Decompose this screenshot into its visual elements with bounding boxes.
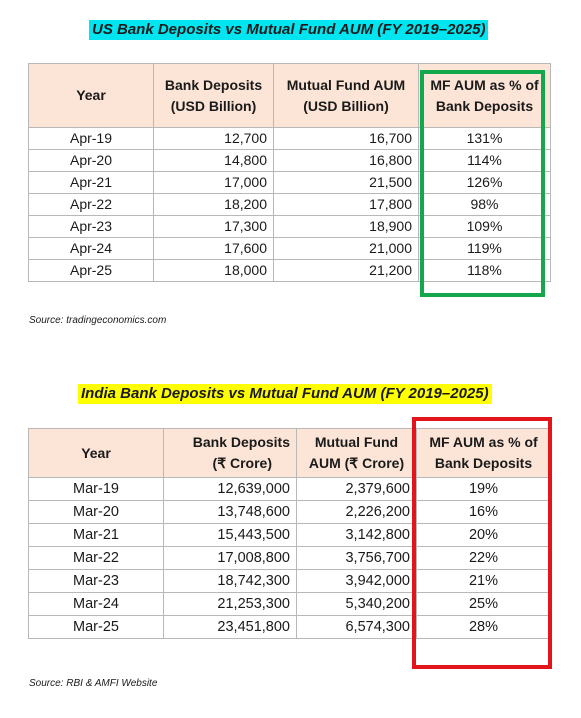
cell-mf-pct: 20% — [416, 523, 551, 547]
cell-mf-aum: 17,800 — [273, 193, 419, 216]
cell-bank-deposits: 14,800 — [153, 149, 274, 172]
cell-bank-deposits: 17,600 — [153, 237, 274, 260]
table-row: Apr-24 17,600 21,000 119% — [28, 237, 551, 260]
cell-year: Apr-19 — [28, 127, 154, 150]
cell-year: Apr-22 — [28, 193, 154, 216]
cell-mf-aum: 3,756,700 — [296, 546, 417, 570]
cell-year: Mar-21 — [28, 523, 164, 547]
cell-mf-aum: 21,200 — [273, 259, 419, 282]
table-header-row: Year Bank Deposits (USD Billion) Mutual F… — [28, 63, 551, 128]
cell-mf-aum: 6,574,300 — [296, 615, 417, 639]
cell-mf-pct: 28% — [416, 615, 551, 639]
table-row: Apr-23 17,300 18,900 109% — [28, 215, 551, 238]
cell-mf-aum: 3,942,000 — [296, 569, 417, 593]
table-row: Apr-25 18,000 21,200 118% — [28, 259, 551, 282]
table-row: Mar-22 17,008,800 3,756,700 22% — [28, 546, 551, 570]
cell-mf-aum: 21,500 — [273, 171, 419, 194]
us-source-note: Source: tradingeconomics.com — [29, 315, 167, 326]
cell-mf-aum: 21,000 — [273, 237, 419, 260]
cell-bank-deposits: 18,000 — [153, 259, 274, 282]
india-highlight-box — [412, 417, 552, 669]
cell-mf-pct: 19% — [416, 477, 551, 501]
cell-mf-pct: 131% — [418, 127, 551, 150]
cell-mf-pct: 109% — [418, 215, 551, 238]
india-deposits-table: Year Bank Deposits (₹ Crore) Mutual Fund A… — [28, 428, 551, 639]
table-row: Mar-23 18,742,300 3,942,000 21% — [28, 569, 551, 593]
cell-bank-deposits: 15,443,500 — [163, 523, 297, 547]
cell-mf-pct: 16% — [416, 500, 551, 524]
cell-bank-deposits: 13,748,600 — [163, 500, 297, 524]
india-table-title: India Bank Deposits vs Mutual Fund AUM (… — [78, 384, 492, 404]
cell-mf-pct: 22% — [416, 546, 551, 570]
cell-mf-pct: 118% — [418, 259, 551, 282]
india-source-note: Source: RBI & AMFI Website — [29, 678, 158, 689]
us-highlight-box — [420, 70, 545, 297]
cell-mf-aum: 18,900 — [273, 215, 419, 238]
cell-mf-aum: 5,340,200 — [296, 592, 417, 616]
cell-mf-aum: 3,142,800 — [296, 523, 417, 547]
header-mutual-fund-aum: Mutual Fund AUM (₹ Crore) — [296, 428, 417, 478]
table-row: Mar-20 13,748,600 2,226,200 16% — [28, 500, 551, 524]
cell-mf-aum: 2,379,600 — [296, 477, 417, 501]
header-year: Year — [28, 63, 154, 128]
cell-year: Mar-24 — [28, 592, 164, 616]
us-deposits-table: Year Bank Deposits (USD Billion) Mutual F… — [28, 63, 551, 282]
cell-mf-pct: 126% — [418, 171, 551, 194]
cell-year: Apr-20 — [28, 149, 154, 172]
header-bank-deposits: Bank Deposits (₹ Crore) — [163, 428, 297, 478]
cell-mf-aum: 2,226,200 — [296, 500, 417, 524]
cell-mf-pct: 21% — [416, 569, 551, 593]
header-year: Year — [28, 428, 164, 478]
cell-year: Apr-25 — [28, 259, 154, 282]
cell-bank-deposits: 18,200 — [153, 193, 274, 216]
header-bank-deposits: Bank Deposits (USD Billion) — [153, 63, 274, 128]
table-row: Apr-19 12,700 16,700 131% — [28, 127, 551, 150]
table-row: Apr-21 17,000 21,500 126% — [28, 171, 551, 194]
cell-bank-deposits: 12,700 — [153, 127, 274, 150]
cell-bank-deposits: 17,300 — [153, 215, 274, 238]
cell-bank-deposits: 17,000 — [153, 171, 274, 194]
cell-year: Apr-24 — [28, 237, 154, 260]
cell-bank-deposits: 18,742,300 — [163, 569, 297, 593]
cell-bank-deposits: 23,451,800 — [163, 615, 297, 639]
cell-year: Apr-21 — [28, 171, 154, 194]
cell-mf-pct: 25% — [416, 592, 551, 616]
cell-year: Mar-25 — [28, 615, 164, 639]
table-row: Mar-21 15,443,500 3,142,800 20% — [28, 523, 551, 547]
cell-bank-deposits: 21,253,300 — [163, 592, 297, 616]
cell-mf-pct: 119% — [418, 237, 551, 260]
table-row: Apr-22 18,200 17,800 98% — [28, 193, 551, 216]
cell-mf-aum: 16,800 — [273, 149, 419, 172]
cell-bank-deposits: 17,008,800 — [163, 546, 297, 570]
table-row: Mar-25 23,451,800 6,574,300 28% — [28, 615, 551, 639]
cell-year: Mar-22 — [28, 546, 164, 570]
table-row: Mar-24 21,253,300 5,340,200 25% — [28, 592, 551, 616]
table-header-row: Year Bank Deposits (₹ Crore) Mutual Fund A… — [28, 428, 551, 478]
cell-mf-aum: 16,700 — [273, 127, 419, 150]
header-mf-pct-of-deposits: MF AUM as % of Bank Deposits — [416, 428, 551, 478]
cell-year: Mar-20 — [28, 500, 164, 524]
header-mutual-fund-aum: Mutual Fund AUM (USD Billion) — [273, 63, 419, 128]
us-table-title: US Bank Deposits vs Mutual Fund AUM (FY … — [89, 20, 489, 40]
cell-bank-deposits: 12,639,000 — [163, 477, 297, 501]
cell-year: Mar-23 — [28, 569, 164, 593]
cell-year: Apr-23 — [28, 215, 154, 238]
cell-year: Mar-19 — [28, 477, 164, 501]
